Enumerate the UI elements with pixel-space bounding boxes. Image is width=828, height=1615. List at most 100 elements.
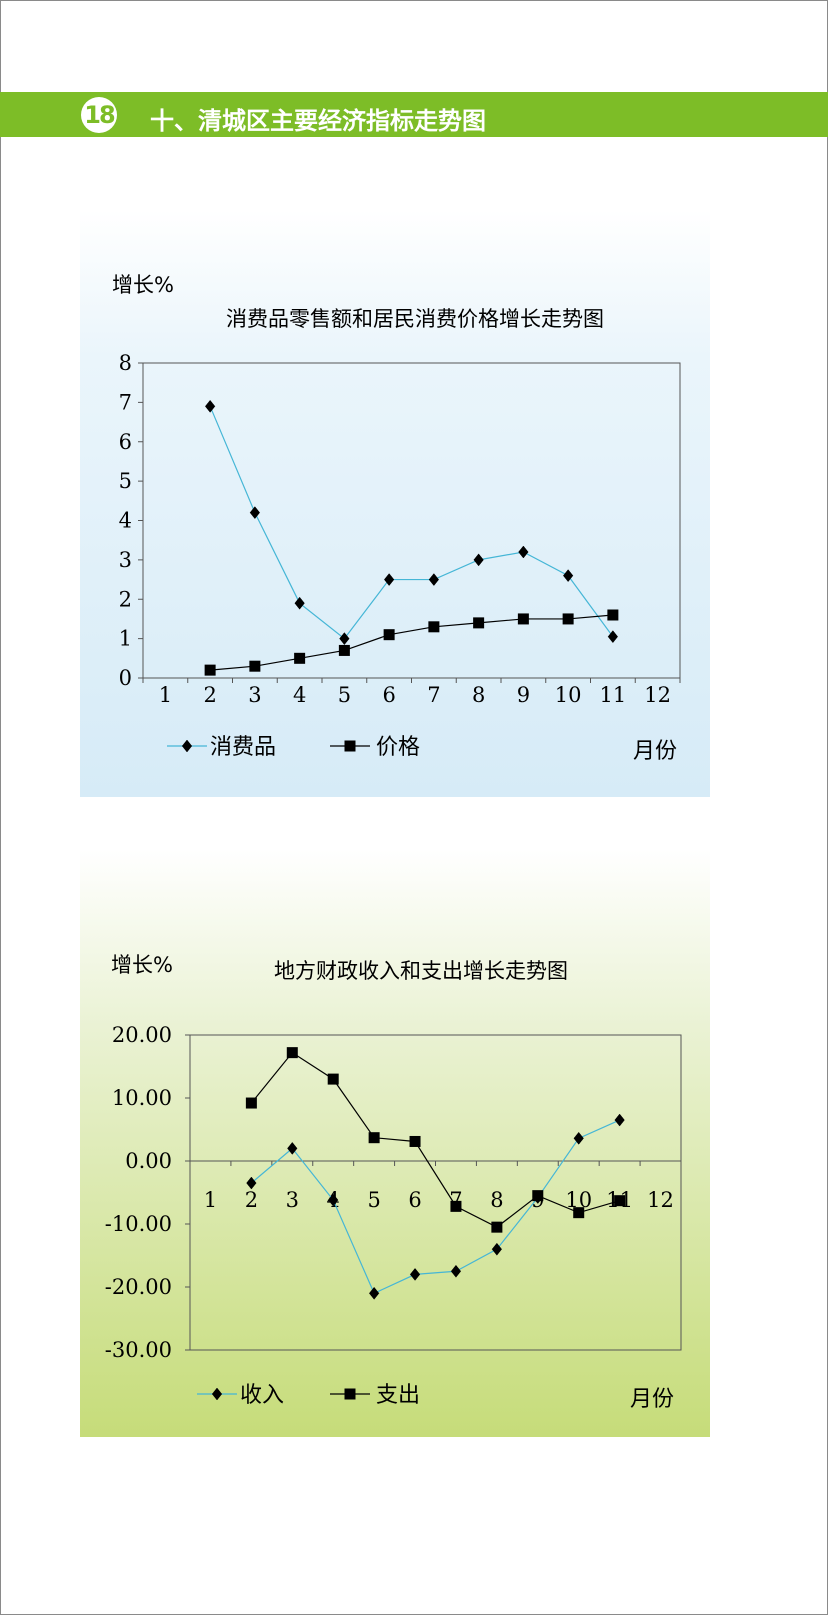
data-point-diamond <box>384 573 395 586</box>
x-tick-label: 6 <box>408 1188 421 1212</box>
data-point-diamond <box>614 1113 625 1127</box>
data-point-square <box>383 629 395 641</box>
x-axis-unit-label: 月份 <box>633 739 677 764</box>
data-point-square <box>249 660 261 672</box>
y-tick-label: 20.00 <box>112 1023 172 1047</box>
y-tick-label: -30.00 <box>105 1338 172 1362</box>
legend-label: 支出 <box>376 1383 420 1408</box>
data-point-diamond <box>287 1141 298 1155</box>
data-point-square <box>614 1195 626 1207</box>
x-tick-label: 4 <box>293 683 306 707</box>
x-tick-label: 3 <box>248 683 261 707</box>
y-tick-label: 0.00 <box>125 1149 172 1173</box>
data-point-square <box>204 664 216 676</box>
x-tick-label: 10 <box>555 683 582 707</box>
y-tick-label: 7 <box>119 390 132 414</box>
x-tick-label: 1 <box>204 1188 217 1212</box>
x-tick-label: 5 <box>367 1188 380 1212</box>
y-tick-label: -10.00 <box>105 1212 172 1236</box>
data-point-square <box>517 613 529 625</box>
data-point-diamond <box>473 553 484 567</box>
data-point-diamond <box>205 399 216 413</box>
y-axis-unit-label: 增长% <box>112 273 174 297</box>
chart-panel-retail-cpi: 0 1 2 3 4 5 6 7 8 1 2 3 4 5 6 7 8 9 10 11 12 增长% 消费品零售额和居民消费价格… <box>80 210 710 797</box>
x-tick-label: 9 <box>517 683 530 707</box>
series-line-0 <box>209 406 614 640</box>
y-tick-label: 4 <box>119 509 132 533</box>
y-tick-label: 2 <box>119 587 132 611</box>
data-point-diamond <box>328 1193 339 1207</box>
y-axis-unit-label: 增长% <box>111 953 173 977</box>
y-tick-label: -20.00 <box>105 1275 172 1299</box>
legend-marker-square <box>344 740 356 752</box>
data-point-square <box>245 1097 257 1109</box>
data-point-square <box>286 1047 298 1059</box>
y-tick-label: 3 <box>119 548 132 572</box>
x-tick-label: 12 <box>644 683 671 707</box>
y-tick-label: 6 <box>119 430 132 454</box>
data-point-square <box>338 644 350 656</box>
x-tick-label: 5 <box>338 683 351 707</box>
data-point-square <box>368 1132 380 1144</box>
legend-marker-square <box>344 1388 356 1400</box>
y-tick-label: 5 <box>119 469 132 493</box>
data-point-diamond <box>249 506 260 520</box>
section-number-badge: 18 <box>81 97 117 133</box>
x-axis-unit-label: 月份 <box>630 1387 674 1412</box>
data-point-diamond <box>518 545 529 559</box>
section-title: 十、清城区主要经济指标走势图 <box>150 107 486 135</box>
data-point-square <box>428 621 440 633</box>
data-point-diamond <box>607 630 618 644</box>
x-tick-label: 2 <box>245 1188 258 1212</box>
data-point-diamond <box>450 1264 462 1278</box>
data-point-square <box>562 613 574 625</box>
data-point-square <box>491 1221 503 1233</box>
x-tick-label: 1 <box>159 683 172 707</box>
x-tick-label: 8 <box>490 1188 503 1212</box>
data-point-square <box>327 1073 339 1085</box>
data-point-diamond <box>409 1267 421 1281</box>
section-number: 18 <box>84 101 115 129</box>
x-tick-label: 11 <box>600 683 627 707</box>
legend-label: 收入 <box>240 1383 284 1408</box>
chart-panel-fiscal: -30.00-20.00-10.000.0010.0020.0012345678… <box>80 850 710 1437</box>
data-point-diamond <box>428 573 439 586</box>
data-point-square <box>607 609 619 621</box>
data-point-square <box>573 1207 585 1219</box>
y-tick-label: 0 <box>119 666 132 690</box>
series-line-0 <box>250 1119 620 1295</box>
data-point-diamond <box>294 596 305 610</box>
data-point-diamond <box>491 1242 502 1256</box>
chart-title: 消费品零售额和居民消费价格增长走势图 <box>226 307 604 331</box>
data-point-diamond <box>369 1286 380 1300</box>
y-tick-label: 10.00 <box>112 1086 172 1110</box>
chart-title: 地方财政收入和支出增长走势图 <box>274 959 568 983</box>
data-point-diamond <box>339 632 350 646</box>
data-point-square <box>473 617 485 629</box>
series-line-1 <box>210 614 613 671</box>
legend-label: 价格 <box>376 735 420 760</box>
data-point-square <box>450 1200 462 1212</box>
x-tick-label: 6 <box>382 683 395 707</box>
plot-area <box>189 1034 682 1351</box>
section-header-bar <box>0 92 828 137</box>
data-point-diamond <box>563 569 574 583</box>
x-tick-label: 7 <box>427 683 440 707</box>
legend-label: 消费品 <box>210 735 276 760</box>
x-tick-label: 12 <box>647 1188 674 1212</box>
series-line-1 <box>250 1051 620 1228</box>
y-tick-label: 1 <box>119 627 132 651</box>
data-point-square <box>294 652 306 664</box>
y-tick-label: 8 <box>119 351 132 375</box>
legend-marker-diamond <box>211 1387 223 1401</box>
x-tick-label: 2 <box>203 683 216 707</box>
chart-fiscal: -30.00-20.00-10.000.0010.0020.0012345678… <box>105 953 682 1412</box>
data-point-square <box>532 1190 544 1202</box>
x-tick-label: 8 <box>472 683 485 707</box>
data-point-square <box>409 1135 421 1147</box>
data-point-diamond <box>246 1176 257 1190</box>
legend-marker-diamond <box>181 739 193 753</box>
data-point-diamond <box>573 1131 584 1145</box>
x-tick-label: 3 <box>286 1188 299 1212</box>
